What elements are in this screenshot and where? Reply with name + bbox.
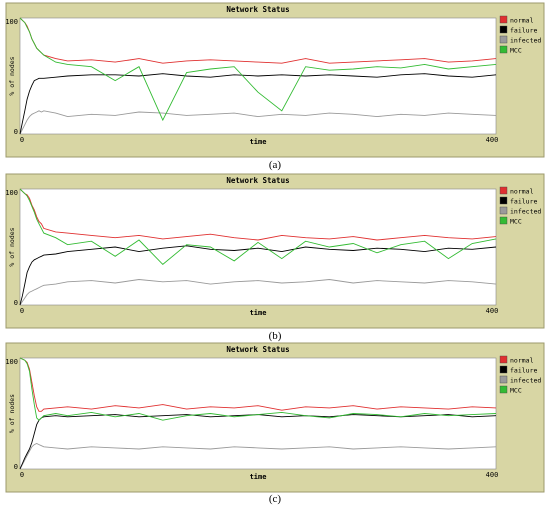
legend-label: failure: [510, 198, 537, 206]
chart-panel-a: Network Status % of nodes time 100 0 0 400 norm…: [0, 0, 550, 160]
caption-a: (a): [268, 159, 282, 171]
series-line-normal: [19, 188, 497, 241]
legend-label: MCC: [510, 47, 522, 55]
chart-title: Network Status: [226, 345, 289, 354]
legend-label: failure: [510, 27, 537, 35]
y-tick-label: 100: [5, 358, 18, 366]
series-line-infected: [19, 443, 497, 470]
y-tick-label: 0: [14, 299, 18, 307]
legend-label: normal: [510, 188, 534, 196]
plot-area: [19, 188, 497, 306]
series-line-failure: [19, 73, 497, 135]
y-tick-label: 100: [5, 189, 18, 197]
chart-panel-b: Network Status % of nodes time 100 0 0 400 norm…: [0, 171, 550, 331]
legend-swatch: [499, 216, 508, 225]
series-line-mcc: [19, 357, 497, 421]
legend-label: infected: [510, 377, 541, 385]
series-line-infected: [19, 110, 497, 135]
legend-label: infected: [510, 37, 541, 45]
legend-swatch: [499, 206, 508, 215]
caption-c: (c): [268, 493, 282, 505]
chart-panel-c: Network Status % of nodes time 100 0 0 400 norm…: [0, 340, 550, 495]
y-axis-label: % of nodes: [8, 394, 16, 433]
legend-label: MCC: [510, 218, 522, 226]
legend-label: failure: [510, 367, 537, 375]
legend-swatch: [499, 45, 508, 54]
y-tick-label: 0: [14, 463, 18, 471]
legend-swatch: [499, 355, 508, 364]
legend-label: normal: [510, 357, 534, 365]
series-line-failure: [19, 414, 497, 470]
legend-swatch: [499, 196, 508, 205]
x-tick-label: 400: [486, 136, 499, 144]
caption-b: (b): [268, 330, 282, 342]
y-axis-label: % of nodes: [8, 56, 16, 95]
chart-a: Network Status % of nodes time 100 00 400 norm…: [5, 2, 545, 158]
y-tick-label: 100: [5, 18, 18, 26]
x-axis-label: time: [250, 473, 267, 481]
legend-swatch: [499, 35, 508, 44]
x-axis-label: time: [250, 138, 267, 146]
x-tick-label: 400: [486, 471, 499, 479]
series-line-failure: [19, 245, 497, 306]
chart-title: Network Status: [226, 5, 289, 14]
x-tick-label: 400: [486, 307, 499, 315]
legend-label: MCC: [510, 387, 522, 395]
legend-swatch: [499, 186, 508, 195]
legend-swatch: [499, 15, 508, 24]
legend-label: infected: [510, 208, 541, 216]
legend-label: normal: [510, 17, 534, 25]
chart-title: Network Status: [226, 176, 289, 185]
x-tick-label: 0: [20, 471, 24, 479]
series-line-mcc: [19, 17, 497, 122]
legend-swatch: [499, 385, 508, 394]
y-tick-label: 0: [14, 128, 18, 136]
x-axis-label: time: [250, 309, 267, 317]
series-line-mcc: [19, 188, 497, 266]
legend-swatch: [499, 375, 508, 384]
x-tick-label: 0: [20, 307, 24, 315]
series-line-normal: [19, 357, 497, 412]
series-line-infected: [19, 279, 497, 306]
chart-c: Network Status % of nodes time 100 00 400 norm…: [5, 342, 545, 493]
x-tick-label: 0: [20, 136, 24, 144]
y-axis-label: % of nodes: [8, 227, 16, 266]
legend-swatch: [499, 365, 508, 374]
legend-swatch: [499, 25, 508, 34]
chart-b: Network Status % of nodes time 100 00 400 norm…: [5, 173, 545, 329]
